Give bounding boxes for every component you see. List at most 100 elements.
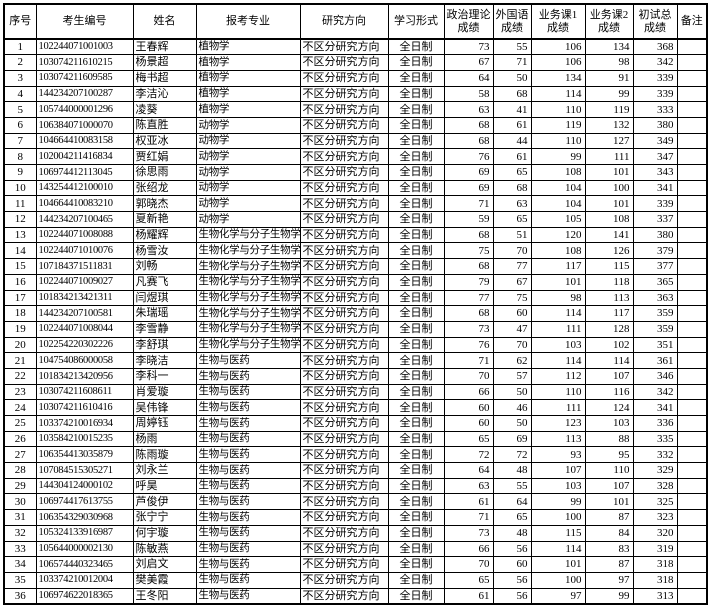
cell-seq: 16 [3,273,37,291]
cell-major: 生物与医药 [195,540,301,558]
cell-politics-score: 59 [443,211,494,228]
cell-research-direction: 不区分研究方向 [299,195,389,213]
cell-candidate-id: 143254412100010 [35,179,134,197]
cell-name: 李洁沁 [132,85,197,103]
cell-subject1-score: 114 [530,85,586,103]
cell-research-direction: 不区分研究方向 [299,38,389,56]
cell-seq: 22 [3,367,37,385]
cell-subject2-score: 87 [584,509,634,526]
cell-subject2-score: 126 [584,242,634,260]
cell-research-direction: 不区分研究方向 [299,101,389,118]
cell-study-form: 全日制 [387,258,445,275]
cell-total-score: 349 [632,132,678,150]
table-row: 33 105644000002130 陈敏燕 生物与医药 不区分研究方向 全日制… [3,540,708,558]
cell-name: 樊美霞 [132,571,197,589]
cell-name: 刘永兰 [132,462,197,479]
table-row: 3 103074211609585 梅书超 植物学 不区分研究方向 全日制 64… [3,69,708,87]
cell-politics-score: 58 [443,85,494,103]
cell-politics-score: 65 [443,430,494,448]
cell-total-score: 359 [632,305,678,322]
cell-subject1-score: 104 [530,195,586,213]
cell-note [676,164,708,181]
cell-research-direction: 不区分研究方向 [299,179,389,197]
cell-subject2-score: 134 [584,38,634,56]
cell-foreign-score: 61 [492,148,532,165]
cell-candidate-id: 106974417613755 [35,493,134,511]
cell-major: 生物化学与分子生物学 [195,226,301,244]
cell-subject1-score: 119 [530,116,586,134]
table-row: 7 104664410083158 权亚冰 动物学 不区分研究方向 全日制 68… [3,132,708,150]
cell-total-score: 323 [632,509,678,526]
cell-candidate-id: 101834213420956 [35,367,134,385]
table-row: 1 102244071001003 王春辉 植物学 不区分研究方向 全日制 73… [3,38,708,56]
cell-subject2-score: 87 [584,556,634,573]
cell-note [676,85,708,103]
cell-seq: 36 [3,587,37,605]
cell-seq: 27 [3,446,37,464]
cell-subject2-score: 99 [584,587,634,605]
cell-foreign-score: 62 [492,352,532,369]
cell-study-form: 全日制 [387,195,445,213]
cell-subject2-score: 124 [584,399,634,416]
cell-candidate-id: 103074211609585 [35,69,134,87]
cell-note [676,399,708,416]
cell-subject1-score: 99 [530,493,586,511]
cell-name: 杨雨 [132,430,197,448]
cell-candidate-id: 106574440323465 [35,556,134,573]
cell-seq: 13 [3,226,37,244]
cell-study-form: 全日制 [387,509,445,526]
cell-seq: 35 [3,571,37,589]
cell-note [676,462,708,479]
cell-candidate-id: 103074211610215 [35,54,134,71]
table-row: 27 106354413035879 陈雨璇 生物与医药 不区分研究方向 全日制… [3,446,708,464]
cell-foreign-score: 68 [492,179,532,197]
cell-subject1-score: 110 [530,101,586,118]
table-row: 17 101834213421311 闫煜琪 生物化学与分子生物学 不区分研究方… [3,289,708,307]
cell-name: 刘启文 [132,556,197,573]
cell-seq: 1 [3,38,37,56]
cell-subject2-score: 132 [584,116,634,134]
cell-note [676,556,708,573]
cell-subject2-score: 127 [584,132,634,150]
cell-subject1-score: 99 [530,148,586,165]
table-row: 29 144304124000102 呼昊 生物与医药 不区分研究方向 全日制 … [3,477,708,495]
cell-seq: 17 [3,289,37,307]
cell-total-score: 328 [632,477,678,495]
cell-study-form: 全日制 [387,571,445,589]
cell-subject1-score: 113 [530,430,586,448]
cell-study-form: 全日制 [387,446,445,464]
cell-note [676,446,708,464]
cell-major: 生物化学与分子生物学 [195,320,301,338]
cell-name: 夏新艳 [132,211,197,228]
cell-foreign-score: 68 [492,85,532,103]
cell-research-direction: 不区分研究方向 [299,352,389,369]
cell-research-direction: 不区分研究方向 [299,69,389,87]
cell-foreign-score: 61 [492,116,532,134]
cell-study-form: 全日制 [387,164,445,181]
cell-name: 梅书超 [132,69,197,87]
cell-study-form: 全日制 [387,477,445,495]
cell-major: 生物与医药 [195,556,301,573]
cell-study-form: 全日制 [387,336,445,354]
cell-research-direction: 不区分研究方向 [299,132,389,150]
cell-subject1-score: 114 [530,352,586,369]
cell-name: 芦俊伊 [132,493,197,511]
cell-subject1-score: 108 [530,242,586,260]
cell-note [676,509,708,526]
cell-seq: 18 [3,305,37,322]
cell-seq: 14 [3,242,37,260]
cell-subject1-score: 101 [530,556,586,573]
cell-seq: 21 [3,352,37,369]
cell-research-direction: 不区分研究方向 [299,430,389,448]
table-row: 25 103374210016934 周婷钰 生物与医药 不区分研究方向 全日制… [3,415,708,432]
cell-total-score: 339 [632,85,678,103]
table-row: 9 106974412113045 徐思雨 动物学 不区分研究方向 全日制 69… [3,164,708,181]
cell-study-form: 全日制 [387,587,445,605]
cell-politics-score: 76 [443,148,494,165]
cell-name: 张绍龙 [132,179,197,197]
cell-subject2-score: 83 [584,540,634,558]
cell-study-form: 全日制 [387,69,445,87]
cell-candidate-id: 107084515305271 [35,462,134,479]
table-row: 16 102244071009027 凡赛飞 生物化学与分子生物学 不区分研究方… [3,273,708,291]
cell-politics-score: 60 [443,399,494,416]
